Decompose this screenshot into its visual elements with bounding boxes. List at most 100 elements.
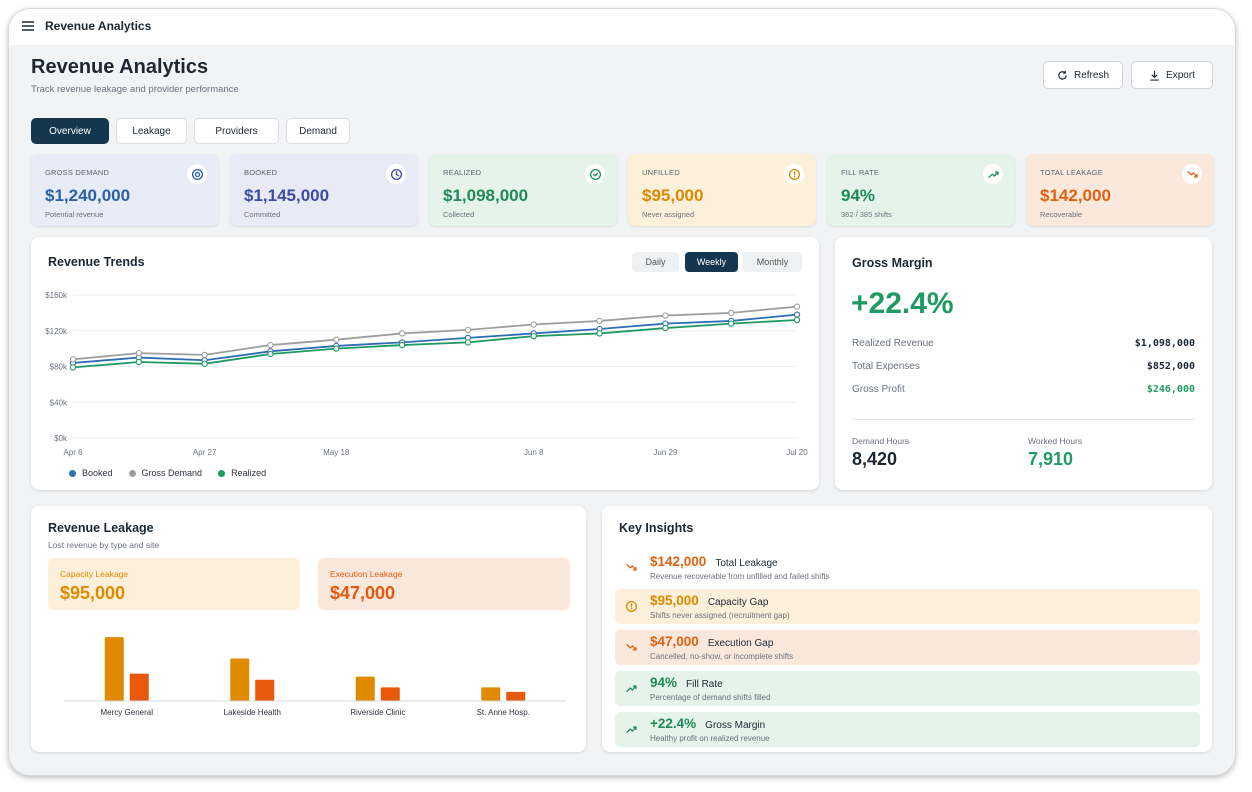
legend-label: Booked [82, 468, 113, 478]
legend-item: Realized [218, 468, 266, 478]
line-chart: $0k $40k $80k $120k $160k Apr 6 Apr 27 May 18 Ju… [45, 291, 808, 457]
icon-shape [589, 168, 601, 180]
export-button[interactable]: Export [1131, 61, 1213, 89]
tab[interactable]: Leakage [116, 118, 187, 144]
point [333, 345, 340, 352]
kpi-note: Collected [443, 210, 475, 219]
legend-label: Realized [231, 468, 267, 478]
kpi-label: UNFILLED [642, 168, 680, 177]
point [596, 330, 603, 337]
x-tick-label: Jul 20 [786, 448, 808, 457]
legend-item: Booked [69, 468, 113, 478]
icon [625, 600, 638, 613]
insight-value: $95,000 [650, 593, 699, 608]
bar-chart: Mercy General Lakeside Health Riverside Cl… [64, 637, 566, 717]
kpi-value: $1,098,000 [443, 186, 529, 205]
series-line [72, 305, 798, 361]
legend: Booked Gross Demand Realized [69, 468, 266, 478]
icon-shape [987, 170, 999, 178]
kpi-card: REALIZED $1,098,000 Collected [429, 154, 617, 226]
x-tick-label: Jun 29 [653, 448, 678, 457]
insight-value: $47,000 [650, 634, 699, 649]
kpi-label: BOOKED [244, 168, 278, 177]
kpi-note: Committed [244, 210, 281, 219]
refresh-button[interactable]: Refresh [1043, 61, 1123, 89]
tab[interactable]: Demand [286, 118, 350, 144]
bar [481, 687, 501, 701]
insight: 94% Fill Rate Percentage of demand shifts … [615, 671, 1200, 706]
y-tick-label: $160k [45, 291, 68, 300]
kpi-note: Recoverable [1040, 210, 1083, 219]
kpi-value: 94% [841, 186, 876, 205]
icon [390, 168, 402, 180]
range-toggle[interactable]: Weekly [685, 252, 738, 272]
kpi-value: $1,145,000 [244, 186, 330, 205]
point [793, 303, 801, 310]
insight-title: Execution Gap [707, 638, 774, 649]
app-title: Revenue Analytics [45, 19, 152, 33]
insight: $142,000 Total Leakage Revenue recoverable… [615, 550, 1200, 585]
bar [129, 673, 149, 701]
refresh-icon [1058, 70, 1067, 80]
icon [191, 168, 203, 180]
bar [380, 687, 400, 701]
insight-title: Total Leakage [715, 558, 778, 569]
insight: $47,000 Execution Gap Cancelled, no-show, … [615, 630, 1200, 665]
leakage-box: Execution Leakage $47,000 [318, 558, 570, 610]
point [793, 316, 801, 324]
kpi-icon [784, 164, 804, 184]
revenue-leakage-card: Revenue Leakage Lost revenue by type and… [31, 506, 586, 752]
kpi-value: $1,240,000 [45, 186, 131, 205]
x-tick-label: Lakeside Health [224, 708, 281, 717]
insight-description: Healthy profit on realized revenue [650, 734, 770, 743]
point [398, 330, 406, 337]
point [201, 360, 208, 367]
card-title: Key Insights [619, 521, 694, 535]
legend-label: Gross Demand [141, 468, 203, 478]
kpi-card: GROSS DEMAND $1,240,000 Potential revenue [31, 154, 219, 226]
hours-value: 8,420 [852, 449, 898, 469]
x-tick-label: Mercy General [101, 708, 154, 717]
menu-icon[interactable] [22, 21, 34, 31]
tab[interactable]: Providers [194, 118, 279, 144]
kpi-icon [983, 164, 1003, 184]
key-insights-card: Key Insights $142,000 Total Leakage Revenu… [602, 506, 1212, 752]
hours-label: Worked Hours [1028, 436, 1083, 446]
icon-shape [390, 168, 402, 180]
insight-line: $95,000 Capacity Gap [650, 593, 768, 608]
legend-swatch [128, 469, 136, 477]
kpi-icon [386, 164, 406, 184]
y-tick-label: $40k [50, 398, 68, 407]
icon-shape [625, 600, 638, 613]
point [728, 320, 735, 327]
leakage-label: Capacity Leakage [60, 569, 129, 579]
row-label: Total Expenses [852, 361, 920, 372]
icon [626, 564, 637, 571]
insight-line: +22.4% Gross Margin [650, 716, 765, 731]
page-subtitle: Track revenue leakage and provider perfo… [31, 84, 239, 95]
point [596, 317, 603, 325]
x-tick-label: Apr 6 [63, 448, 83, 457]
icon-shape [1186, 170, 1198, 178]
icon-shape [626, 726, 637, 733]
legend-swatch [69, 469, 76, 477]
insight-description: Shifts never assigned (recruitment gap) [650, 611, 790, 620]
kpi-card: BOOKED $1,145,000 Committed [230, 154, 418, 226]
bar [255, 679, 275, 701]
range-toggle[interactable]: Monthly [743, 252, 802, 272]
series-line [72, 319, 798, 369]
point [793, 311, 801, 318]
insight: $95,000 Capacity Gap Shifts never assigned… [615, 589, 1200, 624]
kpi-note: Potential revenue [45, 210, 104, 219]
insight-title: Gross Margin [705, 720, 766, 731]
point [662, 312, 669, 319]
insight-description: Percentage of demand shifts filled [650, 693, 771, 702]
page-title: Revenue Analytics [31, 56, 209, 78]
tab[interactable]: Overview [31, 118, 109, 144]
export-icon [1150, 70, 1159, 81]
refresh-label: Refresh [1073, 69, 1109, 81]
y-tick-label: $120k [45, 327, 68, 336]
icon-shape [626, 644, 637, 651]
range-toggle[interactable]: Daily [632, 252, 679, 272]
